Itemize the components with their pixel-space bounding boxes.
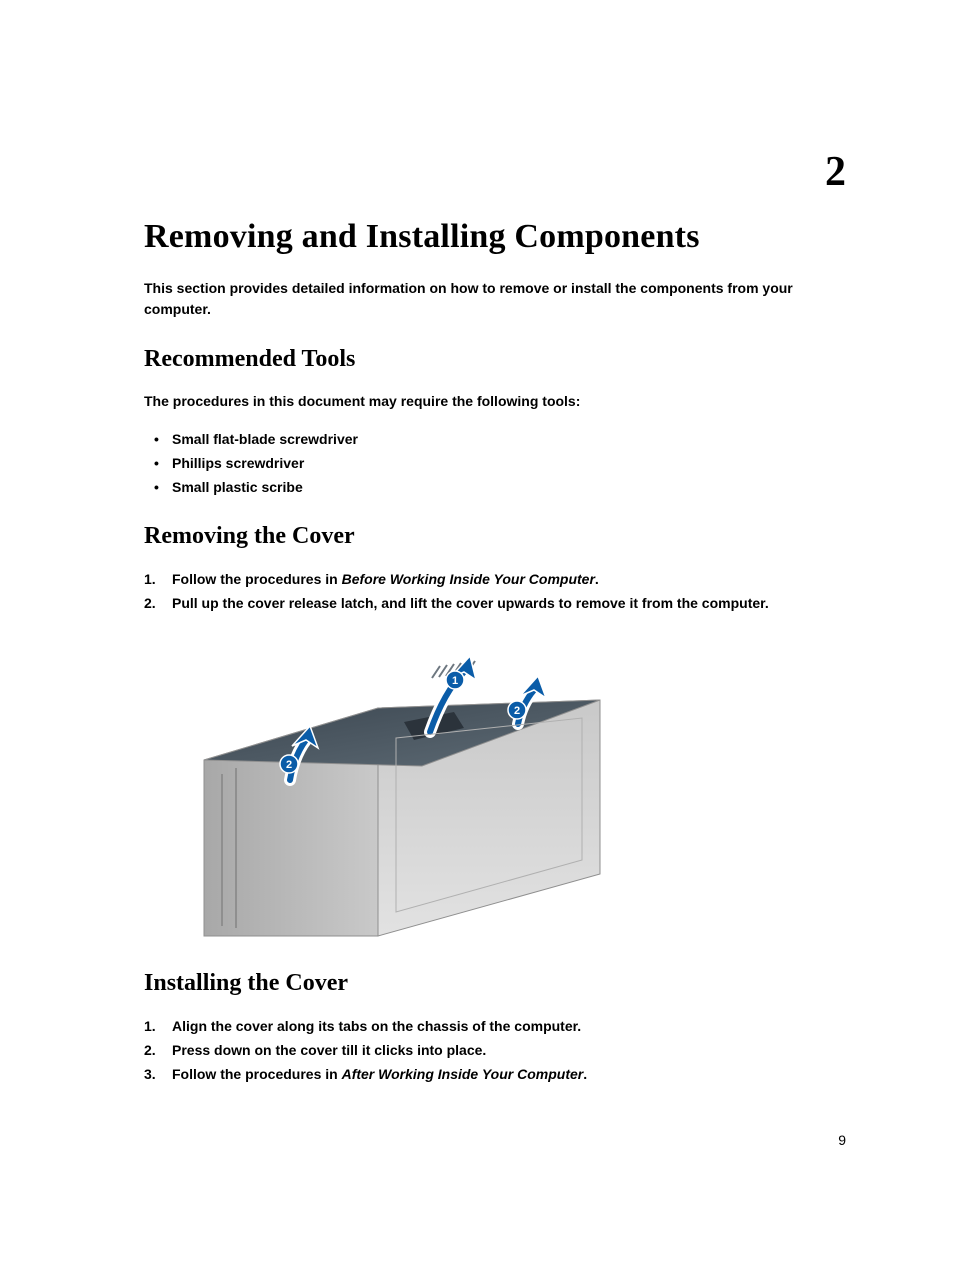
step-italic: Before Working Inside Your Computer (342, 571, 595, 587)
step-suffix: . (595, 571, 599, 587)
svg-text:2: 2 (514, 705, 520, 717)
step-text: Press down on the cover till it clicks i… (172, 1042, 486, 1058)
svg-text:1: 1 (452, 675, 458, 687)
section-heading-remove: Removing the Cover (144, 523, 846, 550)
tools-body: The procedures in this document may requ… (144, 391, 846, 412)
tools-list: Small flat-blade screwdriver Phillips sc… (144, 428, 846, 499)
step-suffix: . (583, 1066, 587, 1082)
step-text: Pull up the cover release latch, and lif… (172, 595, 769, 611)
svg-text:2: 2 (286, 759, 292, 771)
step-italic: After Working Inside Your Computer (342, 1066, 584, 1082)
cover-removal-figure: 1 2 2 (172, 636, 610, 946)
step-item: Press down on the cover till it clicks i… (144, 1039, 846, 1063)
step-text: Follow the procedures in (172, 571, 342, 587)
step-text: Follow the procedures in (172, 1066, 342, 1082)
section-heading-install: Installing the Cover (144, 970, 846, 997)
chapter-number: 2 (825, 148, 846, 196)
step-item: Pull up the cover release latch, and lif… (144, 592, 846, 616)
step-text: Align the cover along its tabs on the ch… (172, 1018, 581, 1034)
intro-paragraph: This section provides detailed informati… (144, 278, 846, 320)
step-item: Align the cover along its tabs on the ch… (144, 1015, 846, 1039)
section-heading-tools: Recommended Tools (144, 346, 846, 373)
list-item: Small plastic scribe (172, 476, 846, 500)
page-title: Removing and Installing Components (144, 218, 846, 256)
page-number: 9 (838, 1132, 846, 1148)
step-item: Follow the procedures in Before Working … (144, 568, 846, 592)
install-steps: Align the cover along its tabs on the ch… (144, 1015, 846, 1086)
list-item: Phillips screwdriver (172, 452, 846, 476)
computer-case-illustration: 1 2 2 (172, 636, 610, 946)
step-item: Follow the procedures in After Working I… (144, 1063, 846, 1087)
remove-steps: Follow the procedures in Before Working … (144, 568, 846, 616)
list-item: Small flat-blade screwdriver (172, 428, 846, 452)
